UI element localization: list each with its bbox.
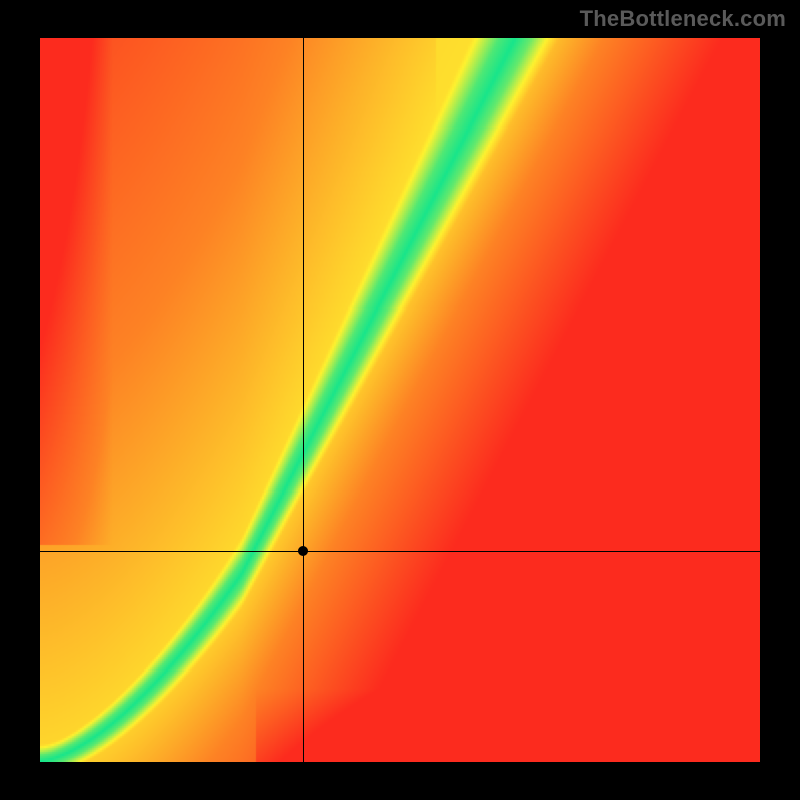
crosshair-vertical [303, 38, 304, 762]
crosshair-horizontal [40, 551, 760, 552]
crosshair-marker [298, 546, 308, 556]
heatmap-canvas [40, 38, 760, 762]
heatmap-plot [40, 38, 760, 762]
watermark-text: TheBottleneck.com [580, 6, 786, 32]
chart-container: TheBottleneck.com [0, 0, 800, 800]
